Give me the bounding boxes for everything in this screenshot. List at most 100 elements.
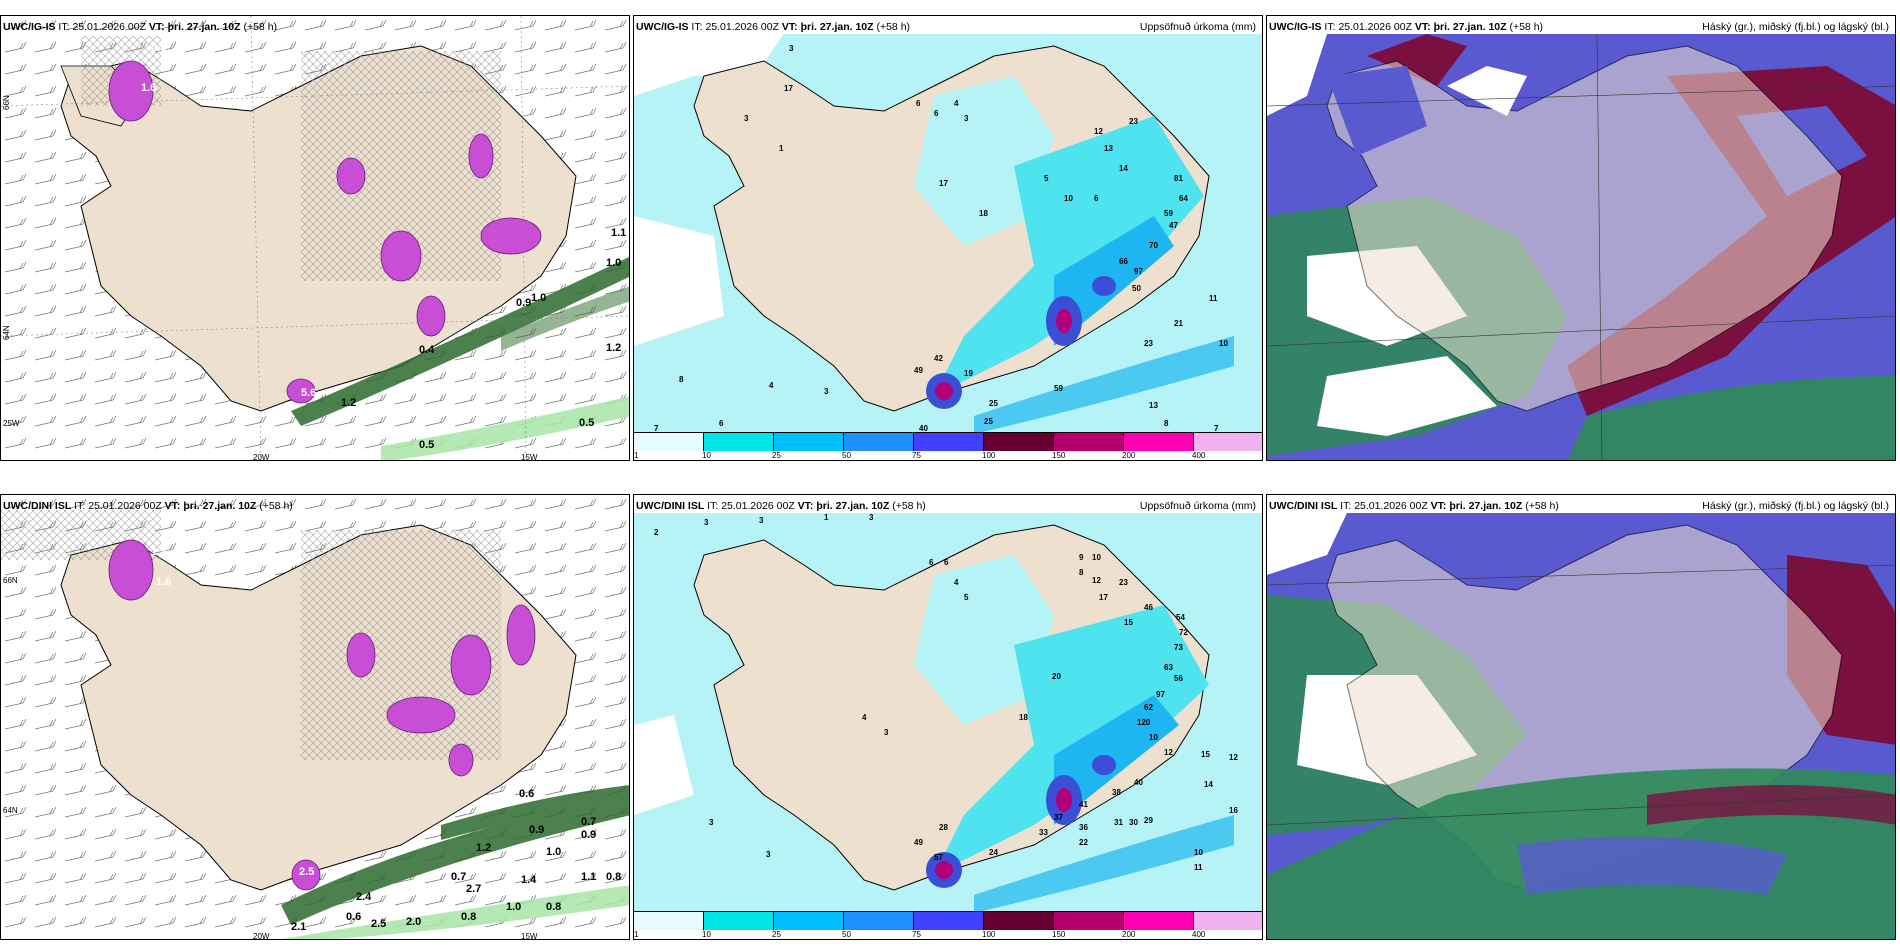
- value-label: 41: [1079, 800, 1088, 809]
- value-label: 13: [1149, 401, 1158, 410]
- colorbar-label: 1: [634, 930, 639, 939]
- panel-title: UWC/IG-IS IT: 25.01.2026 00Z VT: þri. 27…: [1269, 21, 1544, 33]
- value-label: 29: [1144, 816, 1153, 825]
- wind-snow-map: 66N 64N 20W 15W 25W 0.3 1.6 1.1 1.0 0.9 …: [1, 16, 629, 461]
- value-label: 0.8: [546, 901, 561, 913]
- colorbar-label: 400: [1192, 930, 1206, 939]
- value-label: 0.5: [419, 439, 434, 451]
- value-label: 21: [1174, 319, 1183, 328]
- colorbar-label: 75: [912, 451, 921, 460]
- value-label: 0.4: [419, 344, 435, 356]
- value-label: 9: [1079, 553, 1084, 562]
- colorbar-label: 400: [1192, 451, 1206, 460]
- value-label: 4: [954, 99, 959, 108]
- lon-label-15: 15W: [521, 932, 538, 940]
- value-label: 0.9: [516, 297, 531, 309]
- panel-title: UWC/DINI ISL IT: 25.01.2026 00Z VT: þri.…: [636, 500, 926, 512]
- value-label: 64: [1179, 194, 1188, 203]
- colorbar-label: 10: [702, 451, 711, 460]
- value-label: 25: [984, 417, 993, 426]
- value-label: 56: [1174, 674, 1183, 683]
- value-label: 1.0: [546, 846, 561, 858]
- value-label: 3: [964, 114, 969, 123]
- value-label: 3: [824, 387, 829, 396]
- cloud-map: [1267, 33, 1895, 460]
- value-label: 3: [759, 516, 764, 525]
- value-label: 6: [719, 419, 724, 428]
- lat-label-66: 66N: [3, 576, 18, 585]
- value-label: 30: [1129, 818, 1138, 827]
- value-label: 5.6: [301, 387, 316, 399]
- colorbar-label: 100: [982, 930, 996, 939]
- panel-field-title: Uppsöfnuð úrkoma (mm): [1139, 500, 1256, 512]
- value-label: 6: [916, 99, 921, 108]
- value-label: 0.3: [151, 42, 166, 54]
- value-label: 1.1: [611, 227, 626, 239]
- value-label: 40: [1134, 778, 1143, 787]
- value-label: 0.9: [581, 829, 596, 841]
- value-label: 38: [1112, 788, 1121, 797]
- colorbar-label: 75: [912, 930, 921, 939]
- map-panel-wind-dini: UWC/DINI ISL IT: 25.01.2026 00Z VT: þri.…: [0, 494, 630, 940]
- value-label: 81: [1174, 174, 1183, 183]
- value-label: 1: [824, 513, 829, 522]
- panel-title: UWC/IG-IS IT: 25.01.2026 00Z VT: þri. 27…: [3, 21, 278, 33]
- value-label: 50: [1132, 284, 1141, 293]
- value-label: 8: [1164, 419, 1169, 428]
- value-label: 1.5: [151, 546, 166, 558]
- value-label: 12: [1092, 576, 1101, 585]
- value-label: 12: [1229, 753, 1238, 762]
- colorbar-label: 1: [634, 451, 639, 460]
- value-label: 3: [884, 728, 889, 737]
- value-label: 4: [954, 578, 959, 587]
- value-label: 59: [1054, 384, 1063, 393]
- value-label: 0.7: [581, 816, 596, 828]
- lon-label-25: 25W: [3, 419, 20, 428]
- value-label: 3: [744, 114, 749, 123]
- value-label: 4: [769, 381, 774, 390]
- value-label: 1.1: [581, 871, 596, 883]
- value-label: 6: [1094, 194, 1099, 203]
- value-label: 3: [709, 818, 714, 827]
- lat-label-66: 66N: [2, 95, 11, 110]
- value-label: 54: [1176, 613, 1185, 622]
- value-label: 23: [1129, 117, 1138, 126]
- value-label: 12: [1164, 748, 1173, 757]
- panel-field-title: Háský (gr.), miðský (fj.bl.) og lágský (…: [1702, 500, 1889, 512]
- value-label: 47: [1169, 221, 1178, 230]
- panel-field-title: Uppsöfnuð úrkoma (mm): [1139, 21, 1256, 33]
- colorbar-label: 25: [772, 451, 781, 460]
- lon-label-20: 20W: [253, 453, 270, 461]
- value-label: 18: [979, 209, 988, 218]
- value-label: 62: [1144, 703, 1153, 712]
- colorbar-label: 200: [1122, 451, 1136, 460]
- value-label: 0.8: [461, 911, 476, 923]
- value-label: 8: [679, 375, 684, 384]
- precip-colorbar: 1 10 25 50 75 100 150 200 400: [634, 432, 1262, 460]
- value-label: 46: [1144, 603, 1153, 612]
- value-label: 15: [1201, 750, 1210, 759]
- value-label: 97: [1134, 267, 1143, 276]
- value-label: 28: [939, 823, 948, 832]
- value-label: 14: [1119, 164, 1128, 173]
- value-label: 17: [784, 84, 793, 93]
- value-label: 2.5: [299, 866, 314, 878]
- map-panel-precip-dini: UWC/DINI ISL IT: 25.01.2026 00Z VT: þri.…: [633, 494, 1263, 940]
- value-label: 22: [1079, 838, 1088, 847]
- value-label: 24: [989, 848, 998, 857]
- value-label: 19: [964, 369, 973, 378]
- value-label: 0.6: [346, 911, 361, 923]
- value-label: 2.4: [356, 891, 372, 903]
- colorbar-label: 50: [842, 930, 851, 939]
- value-label: 8: [1079, 568, 1084, 577]
- value-label: 37: [1054, 813, 1063, 822]
- value-label: 23: [1119, 578, 1128, 587]
- value-label: 17: [939, 179, 948, 188]
- colorbar-label: 100: [982, 451, 996, 460]
- value-label: 120: [1137, 718, 1151, 727]
- value-label: 1.2: [606, 342, 621, 354]
- value-label: 0.5: [579, 417, 594, 429]
- value-label: 57: [934, 853, 943, 862]
- value-label: 10: [1092, 553, 1101, 562]
- value-label: 0.8: [606, 871, 621, 883]
